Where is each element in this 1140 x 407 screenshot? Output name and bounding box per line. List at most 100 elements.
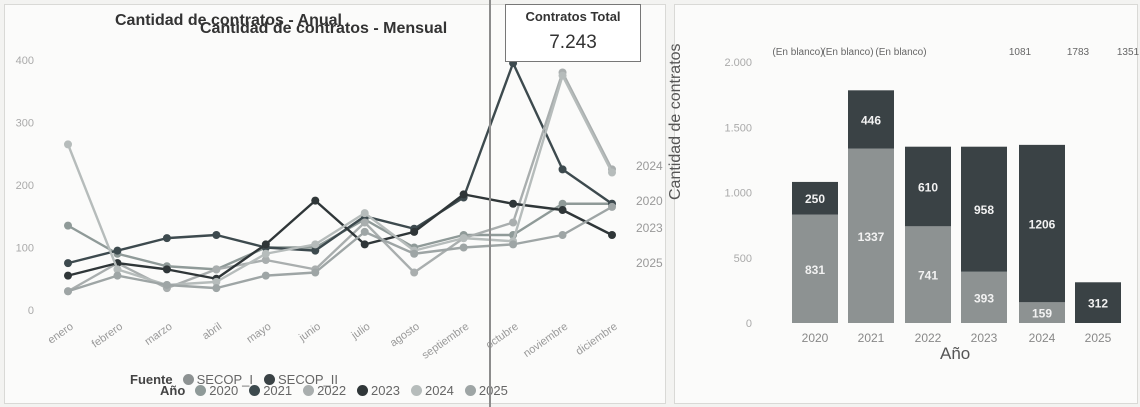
data-point-2025-1 — [113, 271, 122, 280]
bar-label-SECOP_I-2021: 1337 — [858, 230, 885, 244]
data-point-2025-9 — [509, 240, 518, 249]
bar-SECOP_I-2021 — [848, 148, 894, 323]
data-point-2025-4 — [261, 271, 270, 280]
data-point-2025-8 — [459, 243, 468, 252]
monthly-legend-title: Año — [160, 383, 186, 398]
legend-dot — [357, 385, 369, 396]
bar-y-tick-label-4: 2.000 — [724, 57, 752, 69]
data-point-2021-5 — [311, 246, 320, 255]
data-point-2023-10 — [558, 206, 567, 214]
bar-label-SECOP_I-2022: 741 — [918, 269, 938, 283]
kpi-value: 7.243 — [549, 32, 597, 53]
top-label-3: 1081 — [1009, 47, 1032, 58]
legend-dot — [464, 385, 476, 396]
legend-item-secop-ii[interactable]: SECOP_II — [263, 372, 338, 387]
data-point-2021-3 — [212, 231, 221, 239]
bar-x-tick-label-2024: 2024 — [1029, 331, 1056, 345]
legend-item-2023[interactable]: 2023 — [357, 383, 400, 398]
data-point-2020-10 — [558, 199, 567, 208]
bar-label-SECOP_II-2022: 610 — [918, 180, 938, 194]
annual-bar-chart: 0 500 1.000 1.500 2.000 831 250 2020 1337 446 2021… — [724, 47, 1139, 345]
legend-item-secop-i[interactable]: SECOP_I — [182, 372, 253, 387]
annual-legend: Fuente SECOP_I SECOP_II — [130, 372, 343, 387]
y-tick-label-3: 300 — [16, 118, 34, 130]
data-point-2024-3 — [212, 277, 221, 286]
kpi-label: Contratos Total — [525, 9, 621, 24]
bar-label-SECOP_II-2020: 250 — [805, 192, 825, 206]
legend-label: 2023 — [371, 383, 400, 398]
y-tick-label-0: 0 — [28, 305, 34, 317]
bar-SECOP_II-2021 — [848, 90, 894, 149]
bar-SECOP_II-2023 — [961, 146, 1007, 272]
legend-item-2022[interactable]: 2022 — [303, 383, 346, 398]
data-point-2022-7 — [410, 268, 419, 277]
monthly-chart-title: Cantidad de contratos - Mensual — [200, 20, 448, 37]
top-label-4: 1783 — [1067, 47, 1090, 58]
data-point-2024-11 — [608, 168, 616, 177]
series-line-2025 — [67, 205, 613, 293]
data-point-2022-9 — [509, 218, 518, 227]
data-point-2023-5 — [311, 196, 320, 205]
bar-x-tick-label-2020: 2020 — [802, 331, 829, 345]
data-point-2025-0 — [64, 287, 72, 296]
y-tick-label-2: 200 — [16, 180, 34, 192]
top-label-1: (En blanco) — [822, 47, 873, 58]
data-point-2022-6 — [360, 218, 369, 227]
bar-x-tick-label-2023: 2023 — [971, 331, 998, 345]
bar-x-tick-label-2021: 2021 — [858, 331, 885, 345]
data-point-2023-8 — [459, 190, 468, 199]
monthly-legend: Año 2020 2021 2022 2023 2024 2025 — [160, 383, 513, 398]
legend-item-2024[interactable]: 2024 — [410, 383, 454, 398]
kpi-card-total-contracts[interactable]: Contratos Total 7.243 — [505, 4, 641, 62]
x-axis-title: Año — [940, 344, 971, 363]
data-point-2024-5 — [311, 240, 320, 249]
bar-y-tick-label-3: 1.500 — [724, 122, 752, 134]
data-point-2023-4 — [261, 240, 270, 249]
data-point-2023-2 — [162, 265, 171, 274]
legend-dot — [410, 385, 422, 396]
data-point-2025-5 — [311, 268, 320, 277]
legend-label: 2025 — [478, 383, 508, 398]
data-point-2023-7 — [410, 227, 419, 236]
bar-SECOP_II-2025 — [1075, 282, 1121, 323]
bar-y-tick-label-1: 500 — [734, 253, 752, 265]
data-point-2024-8 — [459, 234, 468, 243]
data-point-2022-4 — [261, 256, 270, 264]
data-point-2021-10 — [558, 165, 567, 174]
legend-item-2021[interactable]: 2021 — [249, 383, 292, 398]
data-point-2024-6 — [360, 209, 369, 218]
legend-item-2020[interactable]: 2020 — [195, 383, 238, 398]
data-point-2025-2 — [162, 281, 171, 289]
bar-SECOP_II-2022 — [905, 146, 951, 227]
bar-SECOP_I-2023 — [961, 271, 1007, 323]
data-point-2021-1 — [113, 246, 122, 255]
legend-label: SECOP_II — [277, 372, 338, 387]
bar-label-SECOP_II-2024: 1206 — [1029, 218, 1056, 232]
data-point-2024-1 — [113, 265, 122, 274]
bar-label-SECOP_II-2025: 312 — [1088, 297, 1108, 311]
legend-label: 2022 — [317, 383, 347, 398]
data-point-2023-0 — [64, 271, 72, 280]
data-point-2025-3 — [212, 284, 221, 293]
y-tick-label-4: 400 — [16, 55, 34, 67]
bar-x-tick-label-2025: 2025 — [1085, 331, 1112, 345]
data-point-2021-2 — [162, 234, 171, 243]
bar-y-tick-label-0: 0 — [746, 318, 752, 330]
legend-item-2025[interactable]: 2025 — [464, 383, 508, 398]
bar-SECOP_I-2022 — [905, 226, 951, 323]
annual-chart-title: Cantidad de contratos - Anual — [115, 12, 342, 29]
bar-SECOP_II-2020 — [792, 181, 838, 215]
data-point-2020-0 — [64, 221, 72, 230]
end-label-2020: 2020 — [636, 194, 663, 208]
legend-dot — [249, 385, 261, 396]
end-label-2023: 2023 — [636, 221, 663, 235]
bar-label-SECOP_I-2020: 831 — [805, 263, 825, 277]
end-label-2025: 2025 — [636, 256, 663, 270]
legend-dot — [195, 385, 207, 396]
legend-dot — [303, 385, 315, 396]
monthly-chart-panel — [4, 4, 666, 404]
bar-SECOP_I-2020 — [792, 214, 838, 323]
top-label-0: (En blanco) — [772, 47, 823, 58]
data-point-2024-4 — [261, 249, 270, 258]
